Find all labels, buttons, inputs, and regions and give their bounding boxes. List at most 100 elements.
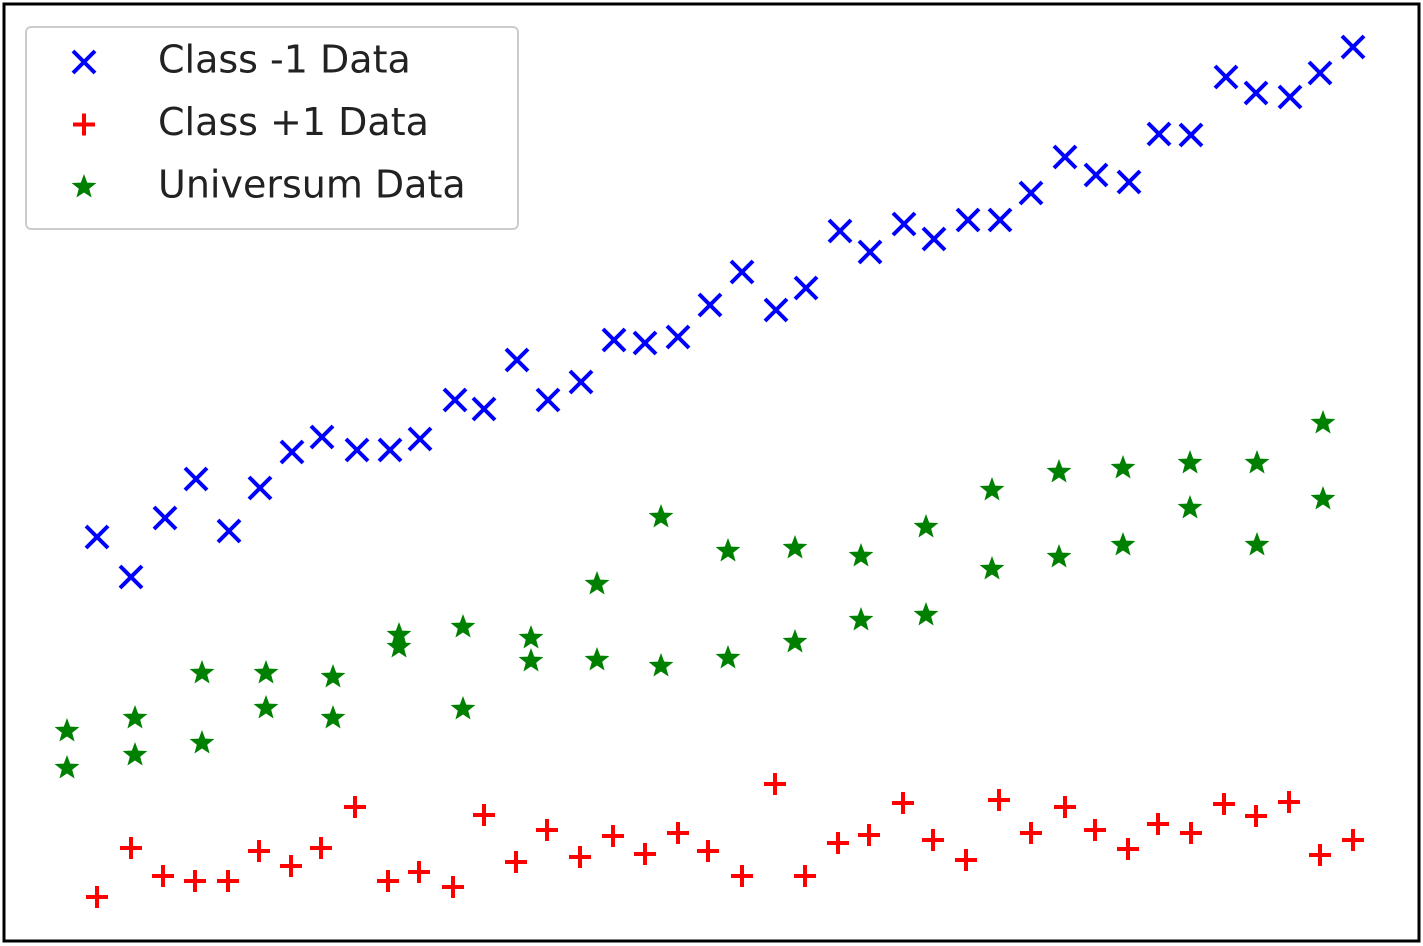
plus-marker (602, 825, 624, 847)
star-marker (848, 607, 874, 631)
star-marker (1110, 455, 1136, 479)
plus-marker (1278, 791, 1300, 813)
plus-marker (377, 870, 399, 892)
x-marker (377, 437, 403, 463)
x-marker (1146, 121, 1172, 147)
star-marker (1244, 532, 1270, 556)
star-marker (1046, 544, 1072, 568)
star-marker (122, 705, 148, 729)
star-marker (54, 718, 80, 742)
plus-marker (764, 773, 786, 795)
star-marker (253, 660, 279, 684)
star-marker (1310, 410, 1336, 434)
star-marker (648, 504, 674, 528)
star-marker (782, 629, 808, 653)
x-marker (1243, 80, 1269, 106)
plus-marker (667, 822, 689, 844)
x-marker (504, 347, 530, 373)
plus-marker (794, 865, 816, 887)
plus-marker (1117, 838, 1139, 860)
x-marker (84, 524, 110, 550)
plus-marker (1342, 829, 1364, 851)
plus-marker (858, 824, 880, 846)
x-marker (1340, 34, 1366, 60)
star-marker (518, 648, 544, 672)
plus-marker (86, 886, 108, 908)
star-marker (1177, 495, 1203, 519)
plus-marker (1020, 822, 1042, 844)
star-marker (1177, 450, 1203, 474)
star-marker (189, 660, 215, 684)
plus-marker (73, 113, 95, 136)
plus-marker (955, 849, 977, 871)
star-marker (913, 514, 939, 538)
plus-marker (892, 792, 914, 814)
x-marker (697, 292, 723, 318)
plus-marker (697, 840, 719, 862)
plus-marker (827, 832, 849, 854)
x-marker (955, 207, 981, 233)
plus-marker (1309, 844, 1331, 866)
x-marker (1083, 162, 1109, 188)
x-marker (793, 275, 819, 301)
plus-marker (280, 855, 302, 877)
x-marker (1178, 122, 1204, 148)
legend-label: Class -1 Data (158, 38, 411, 82)
x-marker (407, 426, 433, 452)
star-marker (320, 664, 346, 688)
plus-marker (731, 865, 753, 887)
x-marker (827, 218, 853, 244)
x-marker (216, 518, 242, 544)
x-marker (857, 239, 883, 265)
legend-label: Universum Data (158, 163, 466, 207)
x-marker (344, 437, 370, 463)
plus-marker (1245, 805, 1267, 827)
plus-marker (922, 829, 944, 851)
x-marker (601, 327, 627, 353)
x-marker (279, 439, 305, 465)
x-marker (1116, 169, 1142, 195)
plus-marker (248, 840, 270, 862)
star-marker (979, 556, 1005, 580)
star-marker (450, 614, 476, 638)
x-marker (763, 297, 789, 323)
plus-marker (120, 837, 142, 859)
star-marker (715, 645, 741, 669)
star-marker (584, 571, 610, 595)
x-marker (891, 211, 917, 237)
x-marker (535, 387, 561, 413)
star-marker (320, 705, 346, 729)
plus-marker (1213, 793, 1235, 815)
x-marker (987, 207, 1013, 233)
plus-marker (536, 819, 558, 841)
plus-marker (1084, 819, 1106, 841)
plus-marker (344, 796, 366, 818)
x-marker (152, 505, 178, 531)
plus-marker (1147, 813, 1169, 835)
star-marker (122, 742, 148, 766)
plus-marker (1180, 822, 1202, 844)
x-marker (1052, 144, 1078, 170)
x-marker (471, 396, 497, 422)
plus-marker (408, 861, 430, 883)
star-marker (189, 730, 215, 754)
plus-marker (505, 851, 527, 873)
x-marker (729, 259, 755, 285)
star-marker (848, 543, 874, 567)
star-marker (518, 625, 544, 649)
x-marker (442, 387, 468, 413)
x-marker (309, 424, 335, 450)
x-marker (118, 564, 144, 590)
legend-label: Class +1 Data (158, 100, 429, 144)
star-marker (71, 174, 97, 198)
plus-marker (184, 870, 206, 892)
plus-marker (310, 837, 332, 859)
star-marker (584, 647, 610, 671)
star-marker (450, 696, 476, 720)
star-marker (1244, 450, 1270, 474)
plus-marker (569, 846, 591, 868)
star-marker (386, 634, 412, 658)
x-marker (921, 226, 947, 252)
